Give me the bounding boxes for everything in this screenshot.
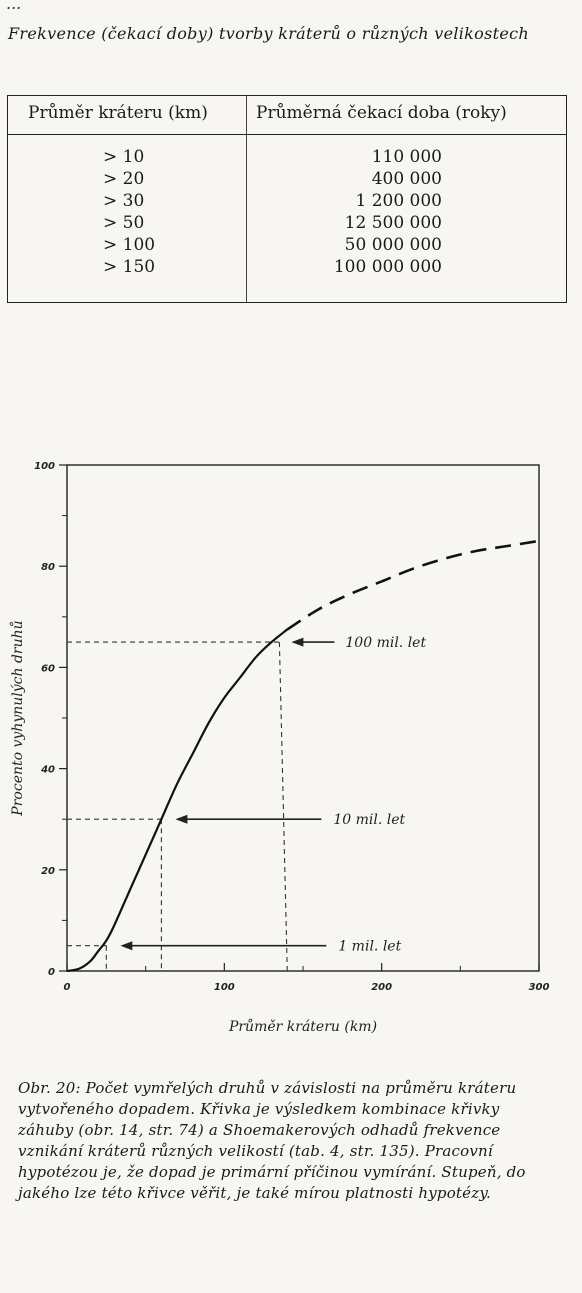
vertical-guide (278, 642, 288, 972)
x-axis-ticks: 0 100 200 300 (64, 963, 550, 993)
header-waiting-time: Průměrná čekací doba (roky) (256, 103, 507, 123)
table-cell-waiting-time: 110 000 (371, 147, 442, 167)
y-tick-label: 40 (40, 765, 55, 776)
diameter-column: > 10 > 20 > 30 > 50 > 100 > 150 (103, 146, 155, 278)
y-tick-label: 0 (48, 967, 55, 978)
x-tick-label: 200 (371, 982, 392, 993)
arrow-head (120, 941, 133, 951)
y-tick-label: 80 (41, 562, 55, 573)
x-tick-label: 300 (529, 982, 550, 993)
table-cell-diameter: > 20 (103, 169, 145, 189)
waiting-time-column: 110 000 400 000 1 200 000 12 500 000 50 … (334, 146, 442, 278)
table-header-row: Průměr kráteru (km) Průměrná čekací doba… (8, 96, 566, 135)
arrow-head (175, 814, 188, 824)
column-divider (246, 96, 247, 302)
x-tick-label: 100 (214, 982, 235, 993)
table-cell-diameter: > 10 (103, 147, 145, 167)
extinction-chart: 0 20 40 60 80 100 0 100 200 300 100 mil. let 10 m… (0, 440, 582, 1060)
extinction-chart-svg: 0 20 40 60 80 100 0 100 200 300 100 mil. let 10 m… (9, 461, 550, 1035)
annotation-group: 100 mil. let 10 mil. let 1 mil. let (120, 635, 426, 955)
table-cell-waiting-time: 50 000 000 (344, 235, 442, 255)
table-cell-diameter: > 150 (103, 257, 156, 277)
table-cell-diameter: > 100 (103, 235, 156, 255)
header-diameter: Průměr kráteru (km) (28, 103, 208, 123)
y-tick-label: 20 (41, 866, 55, 877)
table-cell-waiting-time: 400 000 (371, 169, 442, 189)
table-cell-diameter: > 50 (103, 213, 145, 233)
annotation-label: 100 mil. let (345, 635, 426, 651)
table-cell-waiting-time: 100 000 000 (333, 257, 442, 277)
figure-caption: Obr. 20: Počet vymřelých druhů v závislo… (18, 1079, 526, 1202)
curve-group (66, 539, 540, 973)
table-caption: Frekvence (čekací doby) tvorby kráterů o… (8, 24, 529, 43)
arrow-head (291, 637, 304, 647)
crater-frequency-table: Průměr kráteru (km) Průměrná čekací doba… (7, 95, 567, 303)
table-cell-waiting-time: 12 500 000 (344, 213, 442, 233)
table-cell-waiting-time: 1 200 000 (355, 191, 442, 211)
y-axis-title: Procento vyhynulých druhů (9, 620, 26, 816)
table-cell-diameter: > 30 (103, 191, 145, 211)
y-axis-ticks: 0 20 40 60 80 100 (34, 461, 67, 978)
plot-frame (66, 464, 540, 972)
annotation-label: 10 mil. let (333, 812, 405, 828)
extrapolated-curve (286, 539, 540, 631)
y-tick-label: 60 (41, 663, 55, 674)
x-axis-title: Průměr kráteru (km) (228, 1018, 377, 1035)
annotation-label: 1 mil. let (338, 939, 401, 955)
guide-lines (67, 641, 288, 972)
y-tick-label: 100 (34, 461, 55, 472)
x-tick-label: 0 (64, 982, 71, 993)
page-fragment-mark: ... (6, 0, 22, 13)
extinction-curve (66, 628, 288, 973)
